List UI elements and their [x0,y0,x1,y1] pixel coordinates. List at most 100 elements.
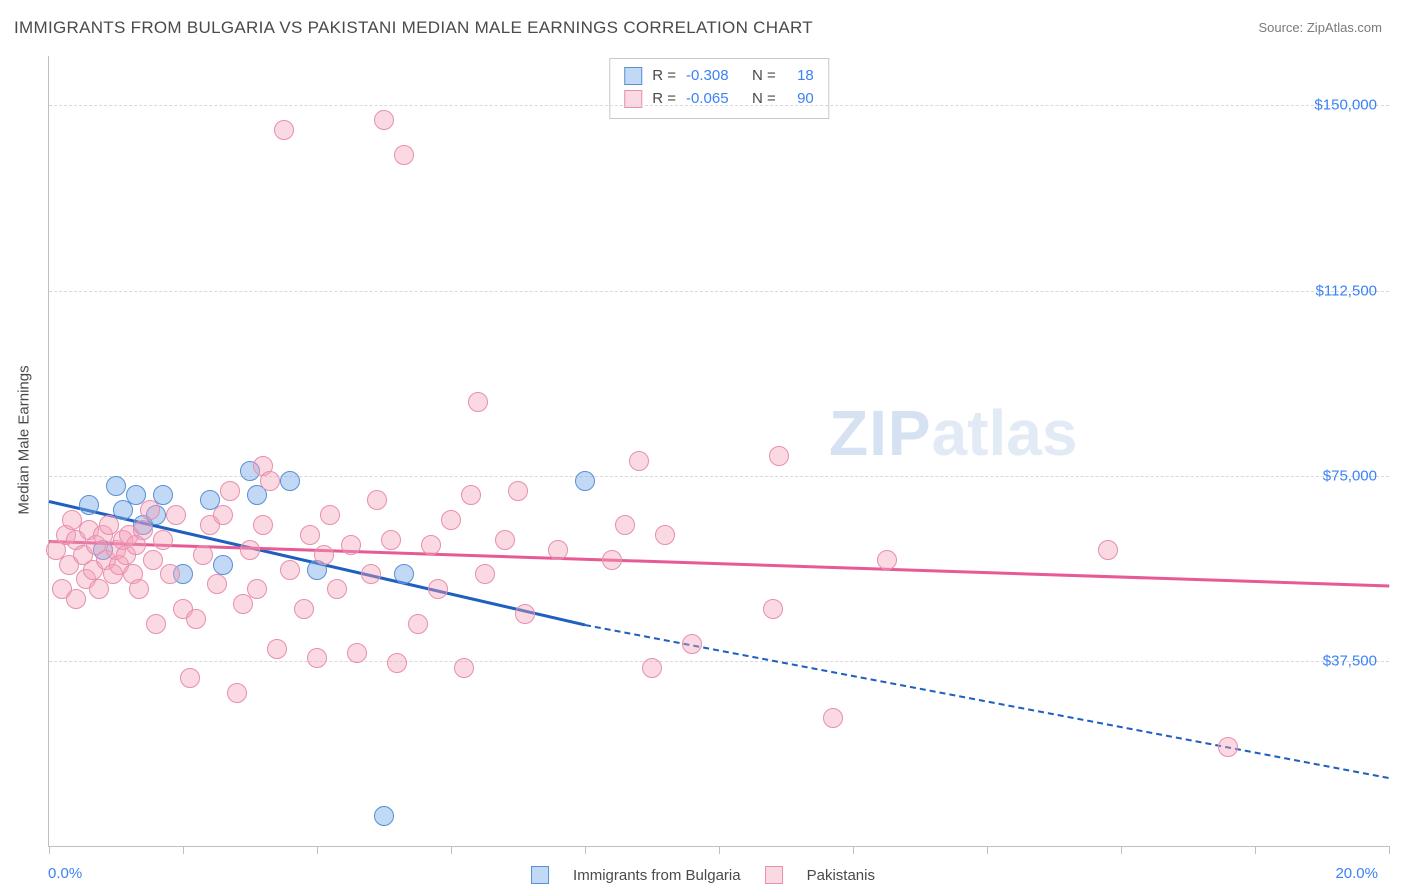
x-tick [585,846,586,854]
source-prefix: Source: [1258,20,1306,35]
data-point-pakistani [475,564,495,584]
x-tick [853,846,854,854]
data-point-pakistani [877,550,897,570]
grid-line [49,661,1389,662]
stats-row-bulgaria: R = -0.308 N = 18 [624,65,814,88]
data-point-pakistani [347,643,367,663]
n-label: N = [752,65,776,88]
x-tick [49,846,50,854]
data-point-pakistani [160,564,180,584]
data-point-pakistani [213,505,233,525]
r-label: R = [652,65,676,88]
data-point-pakistani [140,500,160,520]
data-point-pakistani [682,634,702,654]
stats-row-pakistani: R = -0.065 N = 90 [624,88,814,111]
data-point-pakistani [508,481,528,501]
data-point-pakistani [763,599,783,619]
data-point-bulgaria [280,471,300,491]
data-point-pakistani [307,648,327,668]
data-point-pakistani [260,471,280,491]
data-point-pakistani [361,564,381,584]
swatch-bulgaria-icon [531,866,549,884]
data-point-pakistani [642,658,662,678]
data-point-pakistani [220,481,240,501]
data-point-pakistani [320,505,340,525]
watermark-zip: ZIP [829,397,932,469]
source-link[interactable]: ZipAtlas.com [1307,20,1382,35]
data-point-pakistani [280,560,300,580]
data-point-pakistani [227,683,247,703]
legend-label-pakistani: Pakistanis [807,867,875,884]
data-point-bulgaria [106,476,126,496]
data-point-pakistani [374,110,394,130]
data-point-pakistani [327,579,347,599]
r-value-pakistani: -0.065 [686,88,742,111]
data-point-pakistani [468,392,488,412]
data-point-pakistani [823,708,843,728]
x-axis-min-label: 0.0% [48,865,82,882]
x-tick [719,846,720,854]
data-point-pakistani [1098,540,1118,560]
data-point-pakistani [146,614,166,634]
data-point-pakistani [267,639,287,659]
r-value-bulgaria: -0.308 [686,65,742,88]
data-point-pakistani [66,589,86,609]
data-point-pakistani [133,520,153,540]
data-point-pakistani [294,599,314,619]
data-point-pakistani [454,658,474,678]
data-point-pakistani [166,505,186,525]
data-point-pakistani [193,545,213,565]
data-point-pakistani [629,451,649,471]
data-point-pakistani [143,550,163,570]
data-point-bulgaria [374,806,394,826]
data-point-pakistani [180,668,200,688]
data-point-pakistani [515,604,535,624]
data-point-pakistani [428,579,448,599]
y-tick-label: $112,500 [1316,282,1377,299]
regression-extension-bulgaria [585,624,1389,779]
x-tick [987,846,988,854]
data-point-pakistani [274,120,294,140]
x-tick [451,846,452,854]
data-point-pakistani [769,446,789,466]
watermark-atlas: atlas [932,397,1078,469]
n-value-pakistani: 90 [786,88,814,111]
data-point-pakistani [387,653,407,673]
data-point-pakistani [655,525,675,545]
data-point-bulgaria [213,555,233,575]
data-point-pakistani [314,545,334,565]
x-tick [183,846,184,854]
watermark: ZIPatlas [829,396,1077,470]
data-point-pakistani [186,609,206,629]
data-point-bulgaria [394,564,414,584]
n-label: N = [752,88,776,111]
legend: Immigrants from Bulgaria Pakistanis [531,866,875,884]
data-point-pakistani [207,574,227,594]
data-point-pakistani [367,490,387,510]
data-point-pakistani [253,515,273,535]
swatch-pakistani-icon [765,866,783,884]
x-tick [1255,846,1256,854]
data-point-pakistani [129,579,149,599]
data-point-pakistani [548,540,568,560]
y-axis-title: Median Male Earnings [16,365,33,514]
x-axis-max-label: 20.0% [1335,865,1378,882]
data-point-bulgaria [575,471,595,491]
grid-line [49,291,1389,292]
data-point-pakistani [240,540,260,560]
y-tick-label: $75,000 [1323,467,1377,484]
correlation-stats-box: R = -0.308 N = 18 R = -0.065 N = 90 [609,58,829,119]
swatch-bulgaria-icon [624,67,642,85]
data-point-pakistani [421,535,441,555]
plot-area: ZIPatlas R = -0.308 N = 18 R = -0.065 N … [48,56,1389,847]
data-point-pakistani [381,530,401,550]
data-point-pakistani [153,530,173,550]
data-point-pakistani [394,145,414,165]
data-point-pakistani [408,614,428,634]
r-label: R = [652,88,676,111]
y-tick-label: $150,000 [1314,97,1377,114]
data-point-pakistani [247,579,267,599]
data-point-pakistani [461,485,481,505]
source-attribution: Source: ZipAtlas.com [1258,20,1382,35]
x-tick [317,846,318,854]
